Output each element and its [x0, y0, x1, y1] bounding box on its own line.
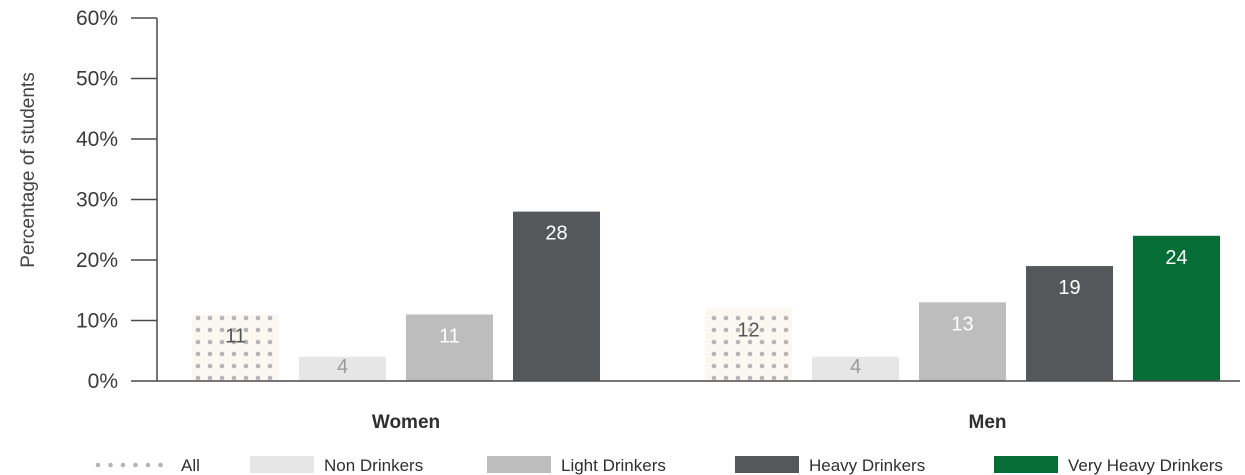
legend-swatch-dot	[133, 462, 138, 468]
bar-all-men	[705, 308, 792, 381]
y-tick-label: 60%	[76, 7, 118, 30]
legend-swatch-dot	[120, 462, 126, 468]
data-label: 19	[1058, 277, 1080, 299]
legend-label: Very Heavy Drinkers	[1068, 456, 1223, 475]
y-tick-label: 10%	[76, 310, 118, 333]
bar-very-heavy-drinkers-men	[1133, 235, 1220, 381]
bar-non-drinkers-men	[812, 356, 899, 381]
bar-heavy-drinkers-women	[513, 211, 600, 381]
bars	[192, 211, 1220, 381]
y-axis: 0% 10% 20% 30% 40% 50% 60%	[76, 7, 158, 393]
legend-label: All	[181, 456, 200, 475]
data-label: 11	[225, 325, 246, 347]
data-label: 11	[439, 325, 460, 347]
y-tick-label: 0%	[88, 370, 118, 393]
data-label: 28	[545, 223, 567, 245]
x-axis: Women Men	[157, 380, 1240, 433]
data-label: 13	[951, 313, 973, 335]
bar-labels: 11 4 11 28 12 4 13 19 24	[225, 223, 1188, 378]
data-label: 12	[737, 319, 759, 341]
legend-label: Non Drinkers	[324, 456, 423, 475]
y-tick-label: 30%	[76, 189, 118, 212]
bar-heavy-drinkers-men	[1026, 266, 1113, 381]
legend-swatch-dot	[158, 462, 163, 468]
bar-light-drinkers-men	[919, 302, 1006, 381]
y-tick-label: 20%	[76, 249, 118, 272]
data-label: 4	[850, 356, 861, 378]
legend-label: Light Drinkers	[561, 456, 666, 475]
legend-swatch-dot	[108, 462, 113, 468]
category-label: Men	[969, 412, 1007, 433]
y-axis-title: Percentage of students	[18, 72, 39, 267]
legend-swatch-heavy-drinkers	[735, 456, 799, 473]
legend-swatch-dot	[145, 462, 151, 468]
legend-label: Heavy Drinkers	[809, 456, 925, 475]
bar-non-drinkers-women	[299, 356, 386, 381]
data-label: 24	[1165, 247, 1187, 269]
legend-swatch-non-drinkers	[250, 456, 314, 473]
legend-swatch-dot	[95, 462, 101, 468]
bar-light-drinkers-women	[406, 314, 493, 381]
y-tick-label: 40%	[76, 128, 118, 151]
legend-swatch-light-drinkers	[487, 456, 551, 473]
legend: All Non Drinkers Light Drinkers Heavy Drink…	[95, 456, 1223, 475]
y-tick-label: 50%	[76, 68, 118, 91]
category-label: Women	[372, 412, 440, 433]
legend-swatch-very-heavy-drinkers	[994, 456, 1058, 473]
data-label: 4	[337, 356, 348, 378]
bar-all-women	[192, 314, 279, 381]
